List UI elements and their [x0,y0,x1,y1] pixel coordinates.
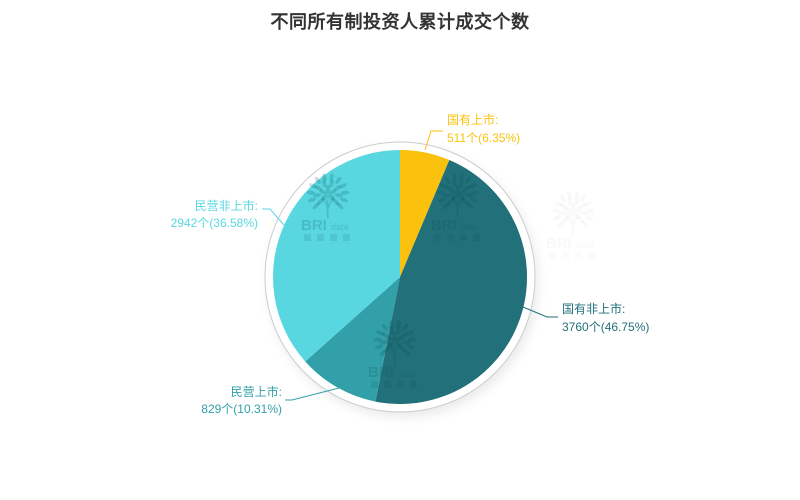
slice-leader-line-1 [522,306,558,318]
bri-data-watermark: BRI data [368,320,417,388]
slice-label-2-value: 829个(10.31%) [201,402,282,416]
pie-slice-2[interactable] [305,277,400,402]
watermark-text-sub: data [461,222,479,232]
bri-data-watermark: BRI data [431,173,480,241]
slice-label-3-value: 2942个(36.58%) [171,216,258,230]
watermark-text-main: BRI [546,235,572,252]
slice-label-3-name: 民营非上市: [195,198,258,213]
watermark-text-main: BRI [301,217,327,234]
bri-data-watermark: BRI data [301,173,350,241]
slice-label-2-name: 民营上市: [231,384,282,399]
slice-leader-line-3 [262,208,285,226]
watermark-text-sub: data [576,240,594,250]
slice-leader-line-2 [285,387,340,401]
chart-title: 不同所有制投资人累计成交个数 [270,12,530,32]
watermark-text-sub: data [331,222,349,232]
pie-slice-3[interactable] [273,150,400,362]
pie-slice-1[interactable] [375,159,528,405]
slice-label-1-value: 3760个(46.75%) [562,320,649,334]
watermark-text-main: BRI [431,217,457,234]
slice-leader-line-0 [424,130,443,151]
pie-slice-0[interactable] [400,150,450,277]
bri-data-watermark: BRI data [546,191,595,252]
slice-label-1-name: 国有非上市: [562,301,625,316]
watermark-text-main: BRI [368,364,394,381]
watermark-text-sub: data [398,369,416,379]
slice-label-0-value: 511个(6.35%) [447,131,520,145]
slice-label-0-name: 国有上市: [447,112,498,127]
